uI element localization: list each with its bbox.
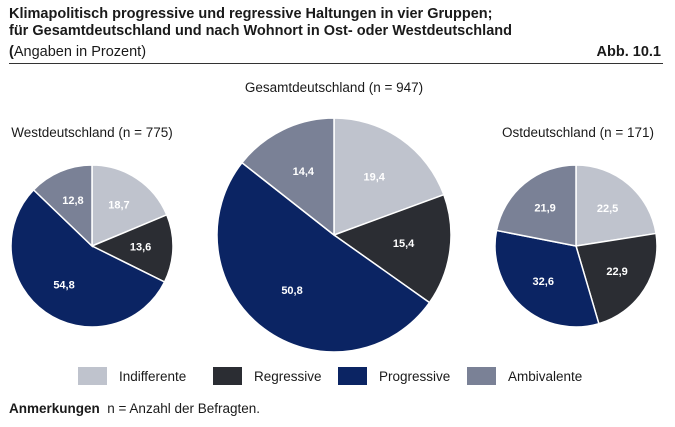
pie-value-label-west-progressive: 54,8 [53,280,74,292]
pie-title-total: Gesamtdeutschland (n = 947) [244,80,424,95]
subtitle-text: Angaben in Prozent) [13,44,147,60]
figure-number: Abb. 10.1 [596,44,661,60]
legend-item-indifferente: Indifferente [78,366,186,386]
legend-swatch-progressive [338,367,367,385]
footnote: Anmerkungen n = Anzahl der Befragten. [9,401,260,417]
pie-value-label-total-ambivalente: 14,4 [293,166,315,178]
legend-swatch-ambivalente [467,367,496,385]
legend-item-progressive: Progressive [338,366,450,386]
legend-label-indifferente: Indifferente [119,368,187,384]
pie-slice-east-regressive [575,232,658,325]
pie-slice-west-ambivalente [32,164,93,248]
legend-swatch-indifferente [78,367,107,385]
pie-value-label-total-indifferente: 19,4 [363,171,385,183]
legend-label-regressive: Regressive [254,368,322,384]
pie-slice-west-regressive [90,213,174,284]
pie-slice-west-indifferente [91,164,168,248]
legend-label-progressive: Progressive [379,368,451,384]
pie-value-label-east-ambivalente: 21,9 [534,202,555,214]
chart-title: Klimapolitisch progressive und regressiv… [9,6,512,40]
pie-value-label-west-indifferente: 18,7 [108,199,129,211]
pie-slice-total-progressive [216,161,431,353]
chart-title-line-2: für Gesamtdeutschland und nach Wohnort i… [9,23,512,39]
legend-swatch-regressive [213,367,242,385]
pie-title-east: Ostdeutschland (n = 171) [502,125,654,140]
pie-slice-east-progressive [494,229,600,328]
footnote-label: Anmerkungen [9,401,100,416]
pie-value-label-total-regressive: 15,4 [393,238,415,250]
pie-value-label-total-progressive: 50,8 [281,285,302,297]
pie-value-label-west-regressive: 13,6 [130,242,151,254]
legend-item-ambivalente: Ambivalente [467,366,582,386]
pie-chart-west: 18,7 13,6 54,8 12,8 [10,164,174,328]
chart-subtitle: (Angaben in Prozent) [9,44,146,61]
pie-slice-east-indifferente [575,164,657,247]
legend-label-ambivalente: Ambivalente [508,368,583,384]
pie-slice-east-ambivalente [495,164,577,247]
pie-slice-total-indifferente [333,117,445,237]
pie-slice-west-progressive [10,188,166,328]
header-divider [9,63,663,64]
pie-slice-total-regressive [332,193,452,304]
footnote-text: n = Anzahl der Befragten. [107,401,261,416]
pie-chart-total: 19,4 15,4 50,8 14,4 [216,117,452,353]
pie-slice-total-ambivalente [240,117,335,237]
pie-chart-east: 22,5 22,9 32,6 21,9 [494,164,658,328]
legend-item-regressive: Regressive [213,366,322,386]
subtitle-open-paren: ( [9,44,14,60]
pie-value-label-west-ambivalente: 12,8 [62,195,83,207]
pie-title-west: Westdeutschland (n = 775) [11,125,173,140]
pie-value-label-east-indifferente: 22,5 [597,203,618,215]
chart-title-line-1: Klimapolitisch progressive und regressiv… [9,6,493,22]
pie-value-label-east-progressive: 32,6 [533,276,554,288]
legend: Indifferente Regressive Progressive Ambi… [0,366,675,386]
pie-value-label-east-regressive: 22,9 [606,266,627,278]
